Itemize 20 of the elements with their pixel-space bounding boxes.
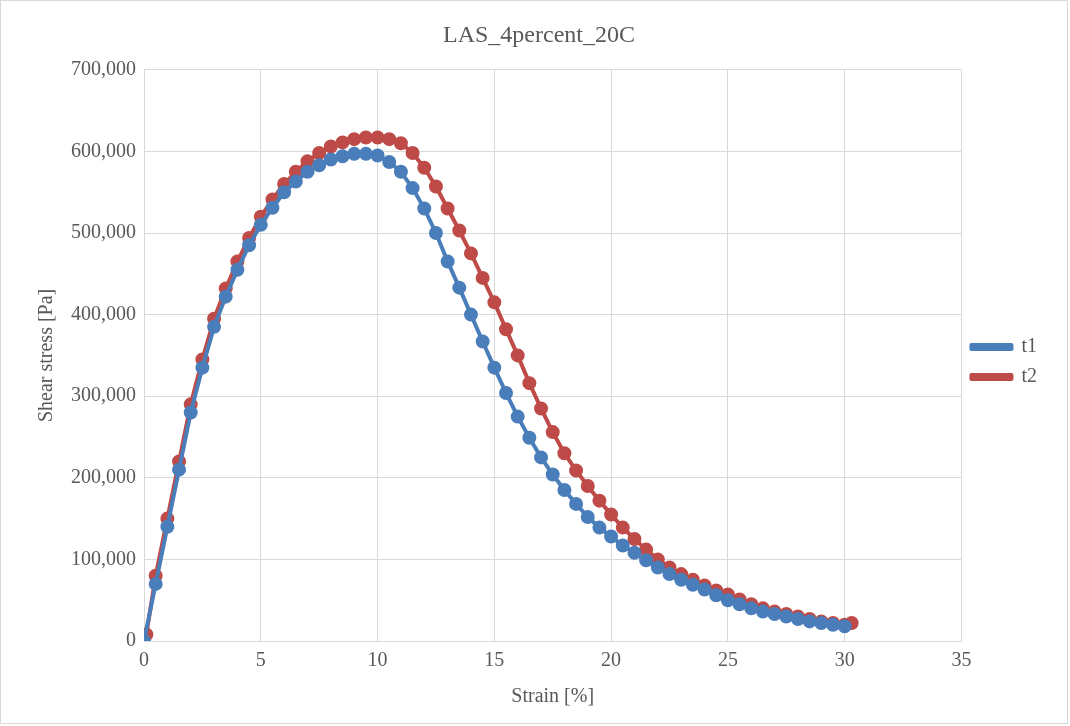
x-tick-label: 5 [255, 648, 266, 671]
legend-label: t1 [1021, 334, 1038, 357]
y-tick-label: 200,000 [71, 465, 136, 488]
x-tick-label: 30 [834, 648, 855, 671]
x-tick-label: 15 [484, 648, 505, 671]
chart-title: LAS_4percent_20C [443, 20, 635, 47]
x-tick-label: 25 [717, 648, 738, 671]
y-tick-label: 600,000 [71, 138, 136, 161]
x-tick-label: 10 [367, 648, 388, 671]
y-tick-label: 400,000 [71, 301, 136, 324]
y-axis-title: Shear stress [Pa] [34, 288, 57, 423]
legend-label: t2 [1021, 364, 1038, 387]
x-tick-label: 35 [951, 648, 972, 671]
y-tick-label: 100,000 [71, 546, 136, 569]
y-tick-label: 500,000 [71, 220, 136, 243]
x-tick-label: 20 [601, 648, 622, 671]
x-axis-title: Strain [%] [511, 684, 595, 707]
y-tick-label: 700,000 [71, 57, 136, 80]
y-tick-label: 0 [126, 628, 136, 651]
y-tick-label: 300,000 [71, 383, 136, 406]
